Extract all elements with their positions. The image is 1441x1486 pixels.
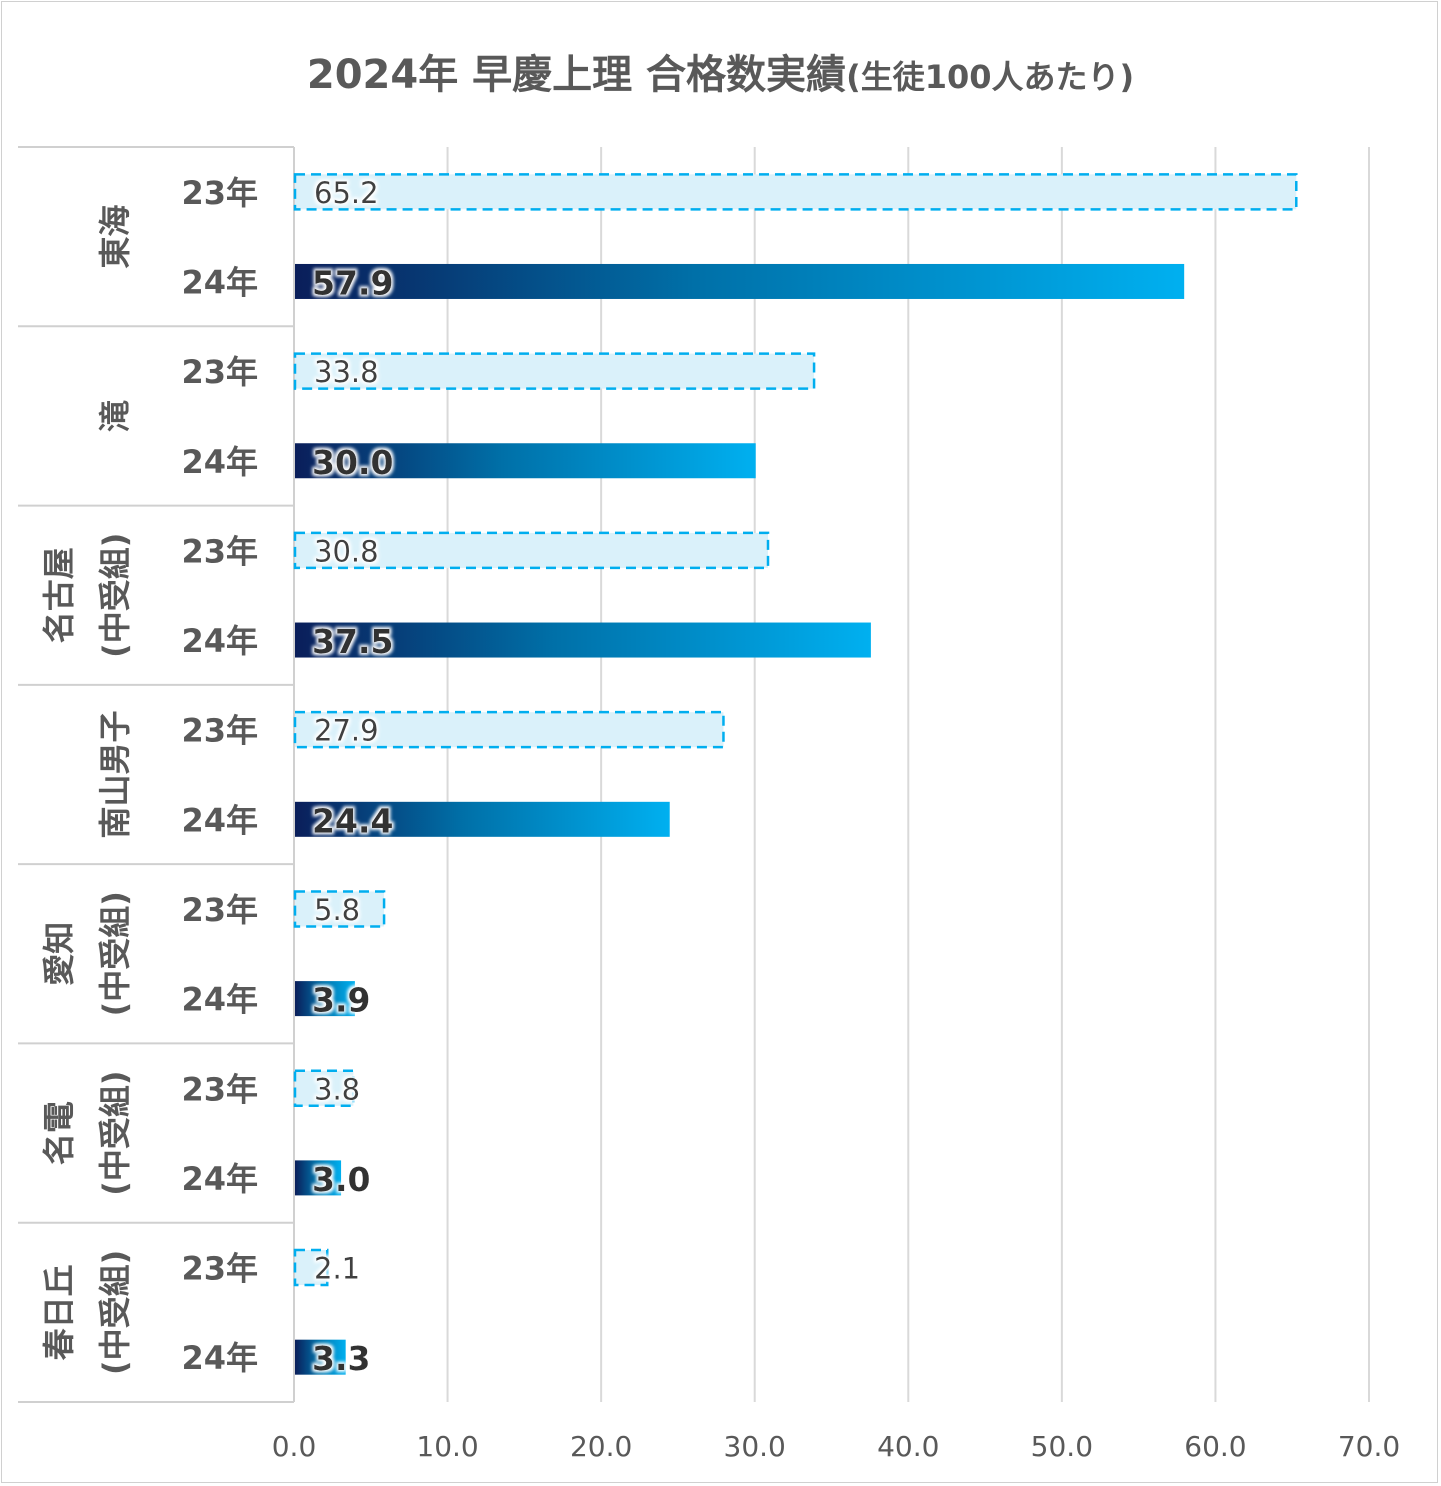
series-label: 23年 — [181, 891, 258, 929]
bar-24年 — [295, 981, 355, 1017]
x-tick-label: 40.0 — [877, 1430, 939, 1463]
bar-24年 — [295, 801, 670, 837]
x-tick-label: 60.0 — [1184, 1430, 1246, 1463]
group-label: 愛知 — [40, 922, 78, 986]
x-tick-label: 70.0 — [1338, 1430, 1400, 1463]
bar-23年 — [293, 1069, 355, 1107]
series-label: 24年 — [181, 263, 258, 301]
data-label: 65.2 — [314, 176, 379, 210]
group-sublabel: (中受組) — [96, 533, 134, 658]
series-label: 24年 — [181, 801, 258, 839]
data-label: 27.9 — [314, 714, 379, 748]
group-sublabel: (中受組) — [96, 1250, 134, 1375]
bar-24年 — [295, 443, 756, 479]
x-tick-label: 20.0 — [570, 1430, 632, 1463]
data-label: 30.0 — [312, 443, 393, 482]
x-tick-label: 10.0 — [416, 1430, 478, 1463]
data-label: 3.0 — [312, 1160, 370, 1199]
data-label: 57.9 — [312, 263, 393, 302]
series-label: 24年 — [181, 443, 258, 481]
group-label: 滝 — [96, 400, 134, 432]
bar-23年 — [293, 173, 1298, 211]
series-label: 24年 — [181, 981, 258, 1019]
series-label: 24年 — [181, 622, 258, 660]
data-label: 5.8 — [314, 893, 360, 927]
bar-23年 — [293, 1248, 329, 1287]
series-label: 24年 — [181, 1160, 258, 1198]
series-label: 23年 — [181, 532, 258, 570]
series-label: 23年 — [181, 353, 258, 391]
data-label: 2.1 — [314, 1252, 360, 1286]
bar-24年 — [295, 622, 871, 658]
bar-24年 — [295, 1339, 346, 1375]
group-label: 名電 — [40, 1101, 78, 1165]
title-main: 2024年 早慶上理 合格数実績 — [306, 52, 847, 98]
bar-23年 — [293, 531, 770, 570]
data-label: 33.8 — [314, 355, 379, 389]
group-label: 東海 — [96, 205, 134, 269]
bar-23年 — [293, 710, 725, 749]
bar-23年 — [293, 890, 386, 928]
series-label: 23年 — [181, 1070, 258, 1108]
data-label: 3.3 — [312, 1339, 370, 1378]
chart-title: 2024年 早慶上理 合格数実績(生徒100人あたり) — [0, 42, 1441, 100]
data-label: 37.5 — [312, 622, 393, 661]
bar-24年 — [295, 263, 1185, 299]
series-label: 23年 — [181, 1250, 258, 1288]
bar-24年 — [295, 1160, 342, 1196]
group-sublabel: (中受組) — [96, 891, 134, 1016]
title-subtitle: (生徒100人あたり) — [846, 58, 1135, 96]
series-label: 23年 — [181, 712, 258, 750]
data-label: 3.8 — [314, 1072, 360, 1106]
x-tick-label: 30.0 — [724, 1430, 786, 1463]
x-tick-label: 50.0 — [1031, 1430, 1093, 1463]
group-sublabel: (中受組) — [96, 1070, 134, 1195]
data-label: 3.9 — [312, 981, 370, 1020]
group-label: 春日丘 — [40, 1264, 78, 1360]
x-tick-label: 0.0 — [272, 1430, 317, 1463]
group-label: 南山男子 — [96, 710, 134, 838]
bar-23年 — [293, 352, 816, 390]
group-label: 名古屋 — [40, 547, 78, 643]
data-label: 24.4 — [312, 801, 393, 840]
series-label: 24年 — [181, 1339, 258, 1377]
series-label: 23年 — [181, 174, 258, 212]
data-label: 30.8 — [314, 534, 379, 568]
